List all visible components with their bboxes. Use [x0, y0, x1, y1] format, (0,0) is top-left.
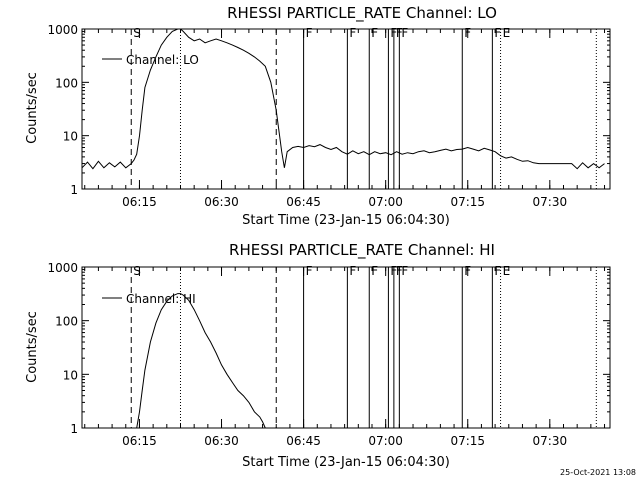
legend-label: Channel: LO	[126, 53, 199, 67]
y-tick-label: 100	[55, 76, 78, 90]
y-tick-label: 10	[63, 368, 78, 382]
y-axis-label: Counts/sec	[25, 311, 40, 383]
marker-label: F	[390, 264, 397, 278]
legend: Channel: HI	[102, 292, 196, 306]
x-axis-label: Start Time (23-Jan-15 06:04:30)	[242, 455, 450, 470]
y-axis-label: Counts/sec	[25, 72, 40, 144]
marker-label: F	[306, 264, 313, 278]
x-tick-label: 07:30	[533, 195, 568, 209]
marker-label: F	[494, 26, 501, 40]
x-axis-label: Start Time (23-Jan-15 06:04:30)	[242, 213, 450, 228]
x-tick-label: 06:30	[204, 195, 239, 209]
y-tick-label: 10	[63, 130, 78, 144]
marker-label: F	[371, 264, 378, 278]
marker-label: F	[390, 26, 397, 40]
y-tick-label: 1000	[47, 23, 78, 37]
marker-label: S	[133, 26, 141, 40]
x-tick-label: 06:45	[286, 434, 321, 448]
plot-area: SFFFFFFFFE110100100006:1506:3006:4507:00…	[47, 261, 611, 448]
x-tick-label: 07:00	[368, 434, 403, 448]
x-tick-label: 06:45	[286, 195, 321, 209]
marker-label: E	[503, 264, 511, 278]
chart-title: RHESSI PARTICLE_RATE Channel: HI	[229, 241, 495, 260]
marker-label: F	[401, 26, 408, 40]
x-tick-label: 06:15	[122, 434, 157, 448]
marker-label: F	[306, 26, 313, 40]
series-line	[81, 28, 605, 170]
marker-label: F	[349, 26, 356, 40]
marker-label: F	[401, 264, 408, 278]
x-tick-label: 06:30	[204, 434, 239, 448]
marker-label: F	[371, 26, 378, 40]
plot-frame	[81, 28, 611, 190]
y-tick-label: 1	[70, 422, 78, 436]
plot-frame	[81, 266, 611, 429]
plot-area: SFFFFFFFFE110100100006:1506:3006:4507:00…	[47, 23, 611, 209]
y-tick-label: 1000	[47, 261, 78, 275]
legend-label: Channel: HI	[126, 292, 196, 306]
chart-panel-lo: RHESSI PARTICLE_RATE Channel: LO Start T…	[25, 4, 611, 228]
marker-label: F	[349, 264, 356, 278]
legend: Channel: LO	[102, 53, 199, 67]
x-tick-label: 07:00	[368, 195, 403, 209]
marker-label: E	[503, 26, 511, 40]
marker-label: F	[494, 264, 501, 278]
timestamp: 25-Oct-2021 13:08	[560, 468, 636, 477]
series-line	[136, 293, 266, 429]
marker-label: S	[133, 264, 141, 278]
x-tick-label: 07:15	[450, 434, 485, 448]
x-tick-label: 07:15	[450, 195, 485, 209]
chart-title: RHESSI PARTICLE_RATE Channel: LO	[227, 4, 497, 23]
x-tick-label: 07:30	[533, 434, 568, 448]
y-tick-label: 1	[70, 183, 78, 197]
chart-panel-hi: RHESSI PARTICLE_RATE Channel: HI Start T…	[25, 241, 611, 470]
y-tick-label: 100	[55, 315, 78, 329]
x-tick-label: 06:15	[122, 195, 157, 209]
